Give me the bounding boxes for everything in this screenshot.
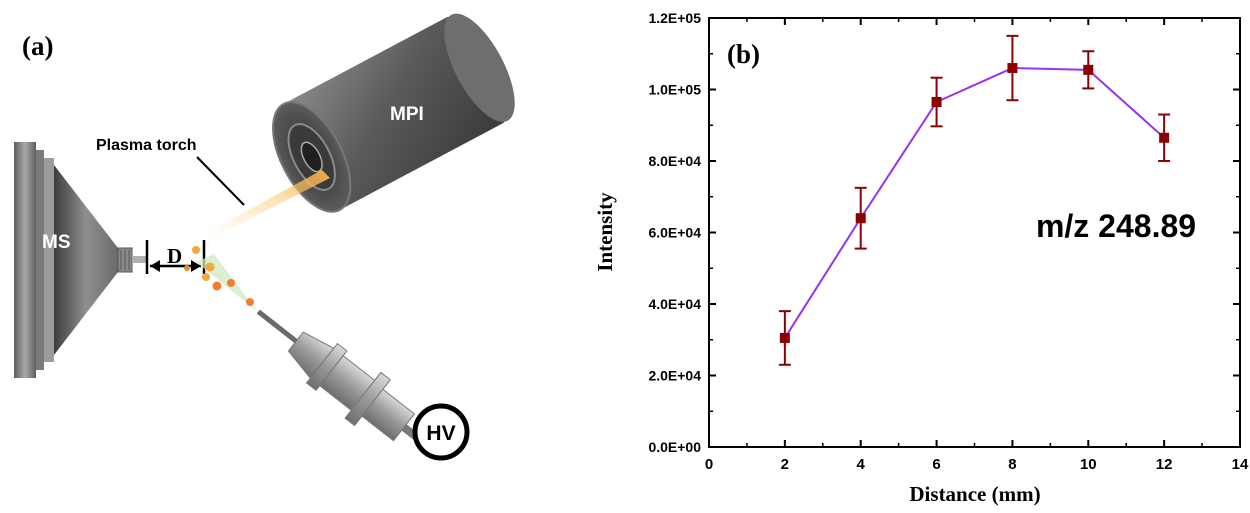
y-tick-label: 4.0E+04 bbox=[648, 296, 701, 312]
data-point bbox=[1159, 132, 1170, 143]
data-point bbox=[931, 97, 942, 108]
panel-a-schematic: (a) MS D bbox=[14, 13, 515, 461]
ms-plate-1 bbox=[14, 142, 36, 378]
droplet bbox=[227, 279, 235, 287]
y-tick-label: 1.2E+05 bbox=[648, 10, 701, 26]
ms-plate-2 bbox=[36, 150, 44, 370]
data-point bbox=[779, 332, 790, 343]
ms-cone bbox=[54, 165, 118, 355]
data-point bbox=[855, 213, 866, 224]
ms-label: MS bbox=[42, 232, 71, 253]
droplet bbox=[246, 298, 254, 306]
x-tick-label: 6 bbox=[932, 456, 940, 473]
data-point bbox=[1083, 64, 1094, 75]
y-tick-label: 8.0E+04 bbox=[648, 153, 701, 169]
plasma-torch-leader bbox=[196, 156, 245, 206]
mz-annotation: m/z 248.89 bbox=[1036, 208, 1196, 244]
panel-b-chart: (b) 0.0E+00 2.0E+04 4.0E+04 6.0E+04 8.0E+04 1… bbox=[593, 10, 1249, 506]
plasma-plume bbox=[208, 170, 330, 238]
mpi-label: MPI bbox=[390, 104, 424, 125]
plasma-torch-label: Plasma torch bbox=[96, 137, 196, 154]
droplet bbox=[205, 262, 215, 272]
hv-circle bbox=[412, 403, 470, 461]
panel-a-label: (a) bbox=[22, 31, 53, 61]
x-tick-label: 8 bbox=[1008, 456, 1016, 473]
y-axis-title: Intensity bbox=[593, 192, 617, 272]
y-axis: 0.0E+00 2.0E+04 4.0E+04 6.0E+04 8.0E+04 1.0E+… bbox=[648, 10, 1240, 455]
data-markers bbox=[779, 63, 1170, 343]
x-tick-label: 12 bbox=[1156, 456, 1173, 473]
y-tick-label: 1.0E+05 bbox=[648, 82, 701, 98]
x-tick-label: 2 bbox=[781, 456, 789, 473]
mpi-torch: MPI bbox=[272, 13, 515, 213]
x-axis: 0 2 4 6 8 10 12 14 bbox=[705, 18, 1249, 473]
hv-source: HV bbox=[412, 403, 470, 461]
ms-capillary bbox=[132, 256, 148, 263]
spray-emitter bbox=[256, 309, 431, 449]
droplet bbox=[212, 281, 222, 291]
hv-label: HV bbox=[426, 422, 455, 445]
x-tick-label: 14 bbox=[1232, 456, 1249, 473]
ms-instrument: MS bbox=[14, 142, 148, 378]
x-tick-label: 0 bbox=[705, 456, 713, 473]
series-line bbox=[784, 67, 1165, 339]
distance-label: D bbox=[167, 244, 182, 268]
x-tick-label: 10 bbox=[1080, 456, 1097, 473]
droplet bbox=[202, 273, 210, 281]
y-tick-label: 6.0E+04 bbox=[648, 225, 701, 241]
x-axis-title: Distance (mm) bbox=[909, 482, 1040, 506]
droplet bbox=[192, 246, 200, 254]
panel-b-label: (b) bbox=[727, 39, 760, 69]
distance-marker: D bbox=[145, 240, 206, 274]
y-tick-label: 2.0E+04 bbox=[648, 368, 701, 384]
droplet bbox=[184, 265, 190, 271]
ms-plate-3 bbox=[44, 158, 54, 362]
data-point bbox=[1007, 63, 1018, 74]
x-tick-label: 4 bbox=[857, 456, 866, 473]
y-tick-label: 0.0E+00 bbox=[648, 439, 701, 455]
